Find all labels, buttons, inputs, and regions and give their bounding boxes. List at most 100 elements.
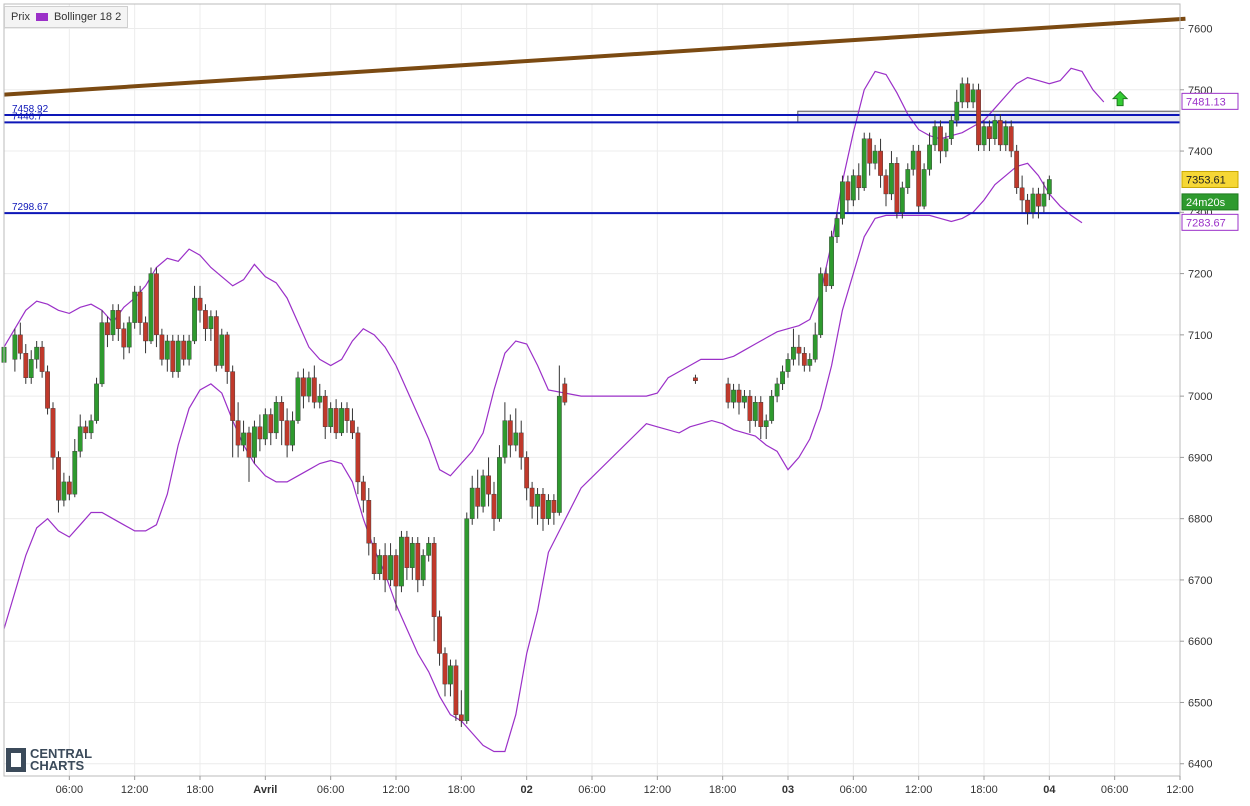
candle [224,331,230,384]
candle-body [997,120,1003,146]
candle [186,334,192,366]
candle [927,132,932,176]
candle [796,334,802,366]
candle [295,371,301,424]
candle [1041,181,1047,213]
candle-body [992,120,998,139]
candle-body [1008,126,1014,152]
candle [126,316,132,354]
y-tick-label: 6500 [1188,697,1212,709]
candle-body [551,500,557,513]
candle-body [224,334,230,372]
level-label: 7298.67 [12,202,49,213]
candle [393,549,399,611]
candle-body [763,420,769,427]
candle [894,157,900,219]
candle [246,426,252,482]
candle [524,451,530,501]
candle [66,475,72,501]
candle-body [910,150,916,170]
candle-body [192,297,197,342]
candle [45,365,50,415]
candle-body [812,334,818,360]
candle [301,368,306,409]
candle [948,114,954,145]
candle [921,163,927,210]
candle [339,402,344,436]
candle [388,543,393,587]
candle [404,530,410,580]
candle [28,350,34,384]
candle [344,402,350,433]
candle [115,304,121,341]
candle-body [774,383,780,397]
candle [279,396,285,446]
candle-body [840,181,845,219]
candle-body [203,310,208,329]
y-tick-label: 7200 [1188,269,1212,281]
candle-body [56,457,61,501]
candle [448,659,453,697]
candle [562,377,568,406]
axes: 6400650066006700680069007000710072007300… [3,3,1212,796]
candle [878,138,883,188]
candle-body [409,542,415,568]
candle-body [502,420,508,458]
candle [377,549,383,580]
candle-body [208,316,214,329]
candle [752,396,758,427]
candle-body [132,291,138,323]
candle-body [175,340,181,372]
candle-body [546,500,551,519]
candle-body [415,542,421,581]
candle-body [388,555,393,581]
bollinger-lower-line [3,162,1083,753]
candle-body [197,297,203,311]
candle [154,267,159,348]
candle-body [927,144,932,170]
candle [431,537,437,642]
candle [333,399,339,440]
candle-body [273,402,279,434]
x-tick-label: 03 [782,784,794,796]
candle-body [823,273,829,287]
candle [834,212,840,243]
legend: Prix Bollinger 18 2 [4,6,129,28]
candle-body [333,408,339,434]
candle [883,169,889,207]
x-tick-label: 12:00 [121,784,149,796]
candle [350,408,355,440]
candle [1014,144,1020,194]
candle-body [486,475,491,495]
candle [317,383,323,409]
candle-body [959,83,965,103]
candle-body [181,340,187,360]
candle-body [170,340,176,372]
candle-body [284,420,290,446]
candle-body [491,493,497,519]
candle-body [121,328,127,348]
candle-body [932,126,938,146]
candle-body [45,371,50,409]
candle-body [382,555,388,581]
candle [213,310,219,372]
candle [1019,175,1025,213]
candle-body [241,432,246,446]
candle-body [1036,193,1041,207]
candle-body [148,273,154,342]
candle [137,285,143,335]
legend-indicator-label: Bollinger 18 2 [53,11,122,23]
candle-body [1025,199,1030,213]
trendline-line [3,16,1186,97]
candle-body [905,169,911,189]
candle-body [562,383,568,403]
candle [420,549,426,587]
candle-body [328,408,334,427]
x-tick-label: 06:00 [56,784,84,796]
candle-body [235,420,241,446]
candle [758,396,764,440]
candle-body [742,395,747,403]
candle [486,457,491,507]
candle [230,365,236,458]
candle [976,83,981,152]
